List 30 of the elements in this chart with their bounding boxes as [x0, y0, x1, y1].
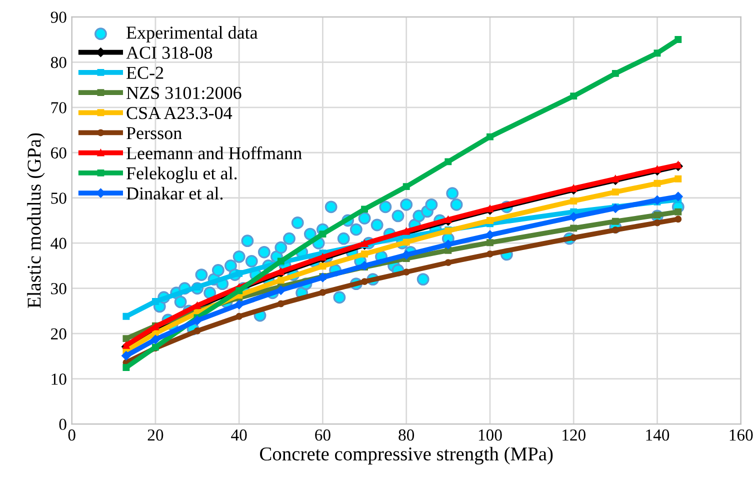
y-tick-label: 80	[50, 56, 66, 68]
y-tick-label: 10	[52, 374, 66, 385]
legend-label: CSA A23.3-04	[126, 106, 232, 120]
legend-label: Persson	[126, 127, 182, 140]
legend-label: ACI 318-08	[126, 46, 212, 59]
legend-label: Dinakar et al.	[126, 186, 223, 200]
x-axis-title: Concrete compressive strength (MPa)	[260, 446, 553, 465]
legend-label: EC-2	[126, 66, 164, 79]
y-tick-label: 50	[51, 192, 66, 204]
x-tick-label: 100	[478, 429, 502, 441]
y-tick-label: 60	[51, 147, 66, 159]
legend-label: NZS 3101:2006	[126, 86, 242, 100]
y-tick-label: 70	[51, 102, 66, 114]
legend-label: Experimental data	[126, 26, 258, 42]
x-tick-label: 140	[646, 429, 670, 441]
x-tick-label: 0	[68, 429, 76, 441]
y-axis-title: Elastic modulus (GPa)	[27, 133, 45, 308]
x-tick-label: 40	[231, 429, 247, 441]
x-tick-label: 80	[398, 429, 414, 441]
legend-label: Leemann and Hoffmann	[126, 146, 302, 160]
x-tick-label: 20	[148, 429, 164, 441]
y-tick-label: 0	[59, 418, 66, 430]
legend-label: Felekoglu et al.	[126, 166, 237, 184]
y-tick-label: 30	[51, 283, 66, 294]
x-tick-label: 160	[730, 429, 753, 441]
y-tick-label: 20	[51, 328, 66, 340]
x-tick-label: 120	[562, 429, 586, 441]
x-tick-label: 60	[315, 429, 330, 441]
y-tick-label: 40	[50, 238, 66, 250]
y-tick-label: 90	[50, 12, 66, 23]
